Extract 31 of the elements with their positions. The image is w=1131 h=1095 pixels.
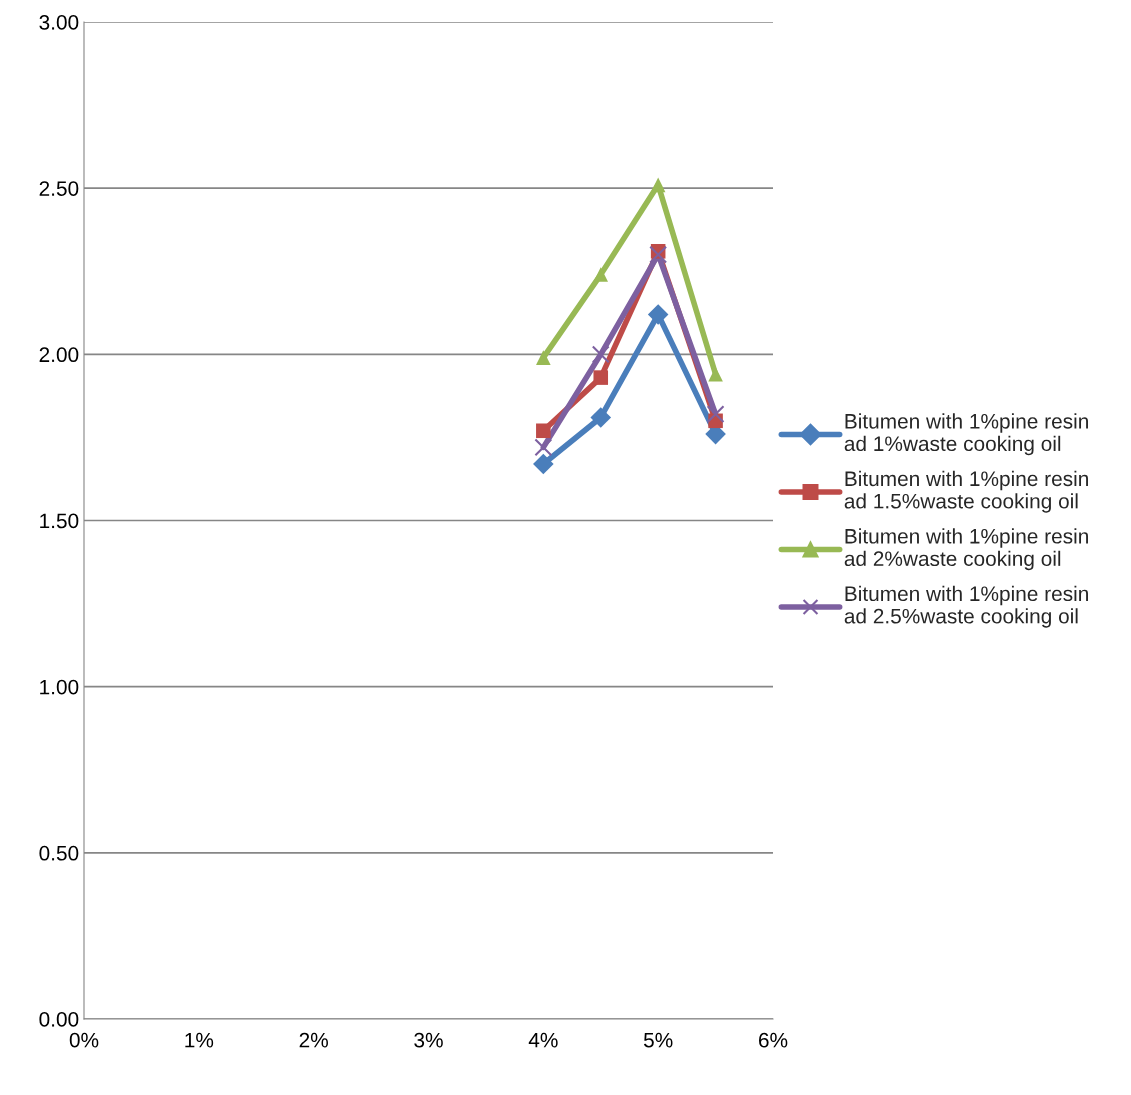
legend-label: Bitumen with 1%pine resin ad 1.5%waste cooking oil — [844, 470, 1088, 513]
point — [650, 177, 666, 193]
x-tick-label: 1% — [185, 1032, 214, 1048]
x-tick-label: 2% — [299, 1032, 328, 1048]
legend-label: Bitumen with 1%pine resin ad 1%waste cooking oil — [844, 413, 1088, 456]
point — [533, 453, 554, 475]
x-tick-label: 6% — [759, 1032, 788, 1048]
point — [590, 407, 612, 428]
point — [708, 366, 723, 382]
point — [647, 304, 669, 325]
x-tick-label: 4% — [528, 1032, 558, 1048]
point — [536, 350, 551, 365]
legend-label: Bitumen with 1%pine resin ad 2%waste cooking oil — [844, 528, 1088, 571]
x-tick-label: 3% — [414, 1032, 443, 1048]
point — [593, 370, 609, 385]
y-tick-label: 1.00 — [40, 679, 79, 695]
point — [649, 245, 668, 264]
y-tick-label: 2.00 — [39, 347, 79, 363]
point — [591, 345, 610, 364]
point — [536, 423, 551, 439]
y-tick-label: 0.00 — [39, 1012, 79, 1027]
y-tick-label: 3.00 — [39, 15, 79, 30]
x-tick-label: 0% — [69, 1032, 99, 1048]
y-tick-label: 2.50 — [39, 181, 79, 196]
point — [593, 267, 609, 282]
y-tick-label: 1.50 — [40, 513, 79, 529]
legend-label: Bitumen with 1%pine resin ad 2.5%waste cooking oil — [844, 585, 1088, 628]
point — [706, 405, 725, 424]
point — [534, 438, 553, 457]
x-tick-label: 5% — [643, 1032, 673, 1048]
y-tick-label: 0.50 — [39, 845, 79, 861]
